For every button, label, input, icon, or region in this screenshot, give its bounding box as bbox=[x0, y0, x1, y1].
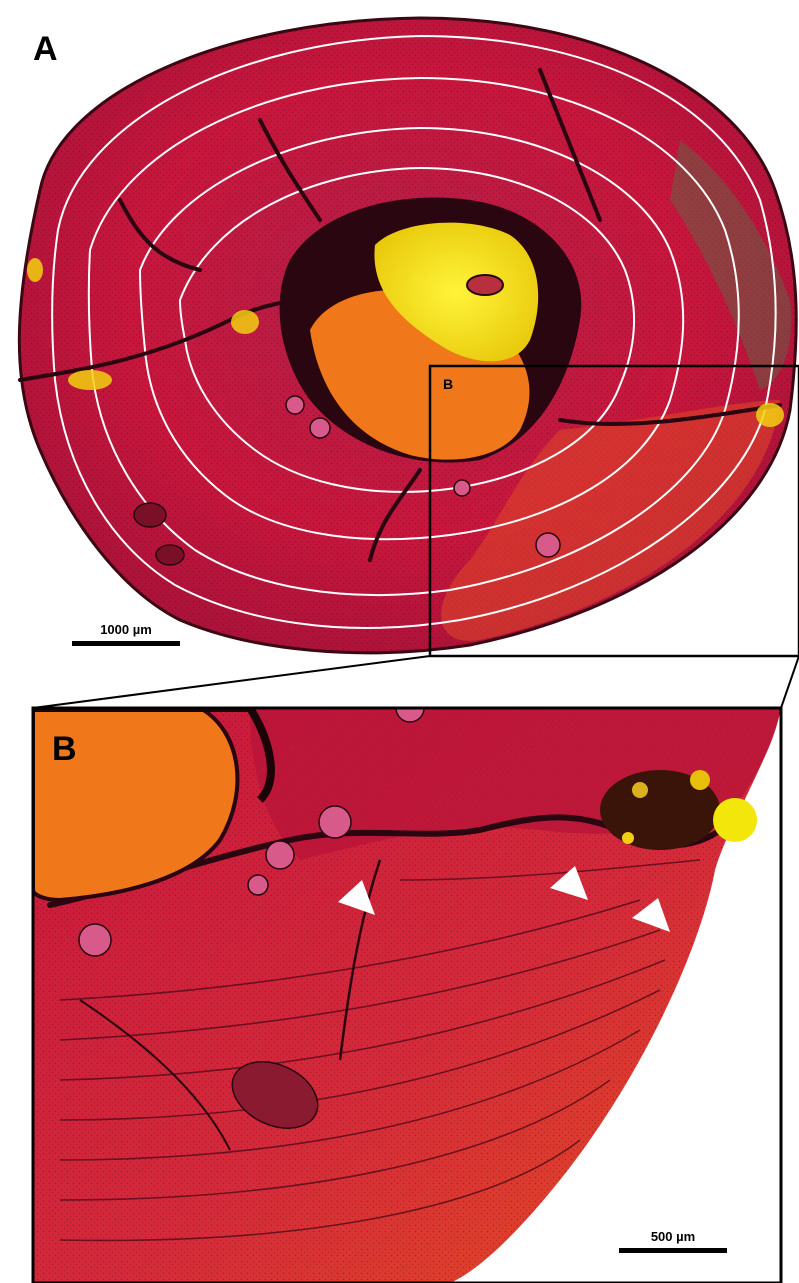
medullary-cavity-b bbox=[33, 708, 240, 903]
cracks-a bbox=[18, 68, 782, 562]
panel-b-section bbox=[33, 708, 781, 1283]
arrowhead-2 bbox=[550, 866, 588, 900]
medullary-yellow-patch bbox=[374, 222, 539, 362]
panel-b-frame bbox=[31, 706, 783, 1283]
yellow-deposits-b bbox=[600, 770, 757, 850]
arrowhead-1 bbox=[338, 880, 375, 915]
scale-bar-b-label: 500 µm bbox=[650, 1229, 696, 1244]
panel-a-label: A bbox=[33, 30, 58, 68]
outer-cortex-orange bbox=[441, 400, 780, 641]
zoom-line-right bbox=[780, 655, 799, 709]
arrowhead-3 bbox=[632, 898, 670, 932]
panel-a-section bbox=[17, 16, 799, 709]
scale-bar-b bbox=[619, 1248, 727, 1253]
arrowheads bbox=[338, 866, 670, 932]
green-region bbox=[670, 140, 792, 390]
yellow-crack-deposits bbox=[27, 258, 784, 427]
panel-b-label: B bbox=[52, 730, 77, 768]
vascular-canals-a bbox=[133, 395, 561, 566]
growth-lines bbox=[51, 34, 777, 629]
vascular-canals-b bbox=[78, 708, 425, 1129]
small-cavity bbox=[466, 274, 504, 296]
scale-bar-a bbox=[72, 641, 180, 646]
zoom-line-left bbox=[32, 655, 431, 709]
inset-b-label: B bbox=[443, 376, 454, 392]
growth-striations-b bbox=[59, 859, 701, 1242]
inset-box-b bbox=[428, 364, 799, 658]
scale-bar-a-label: 1000 µm bbox=[100, 622, 152, 637]
